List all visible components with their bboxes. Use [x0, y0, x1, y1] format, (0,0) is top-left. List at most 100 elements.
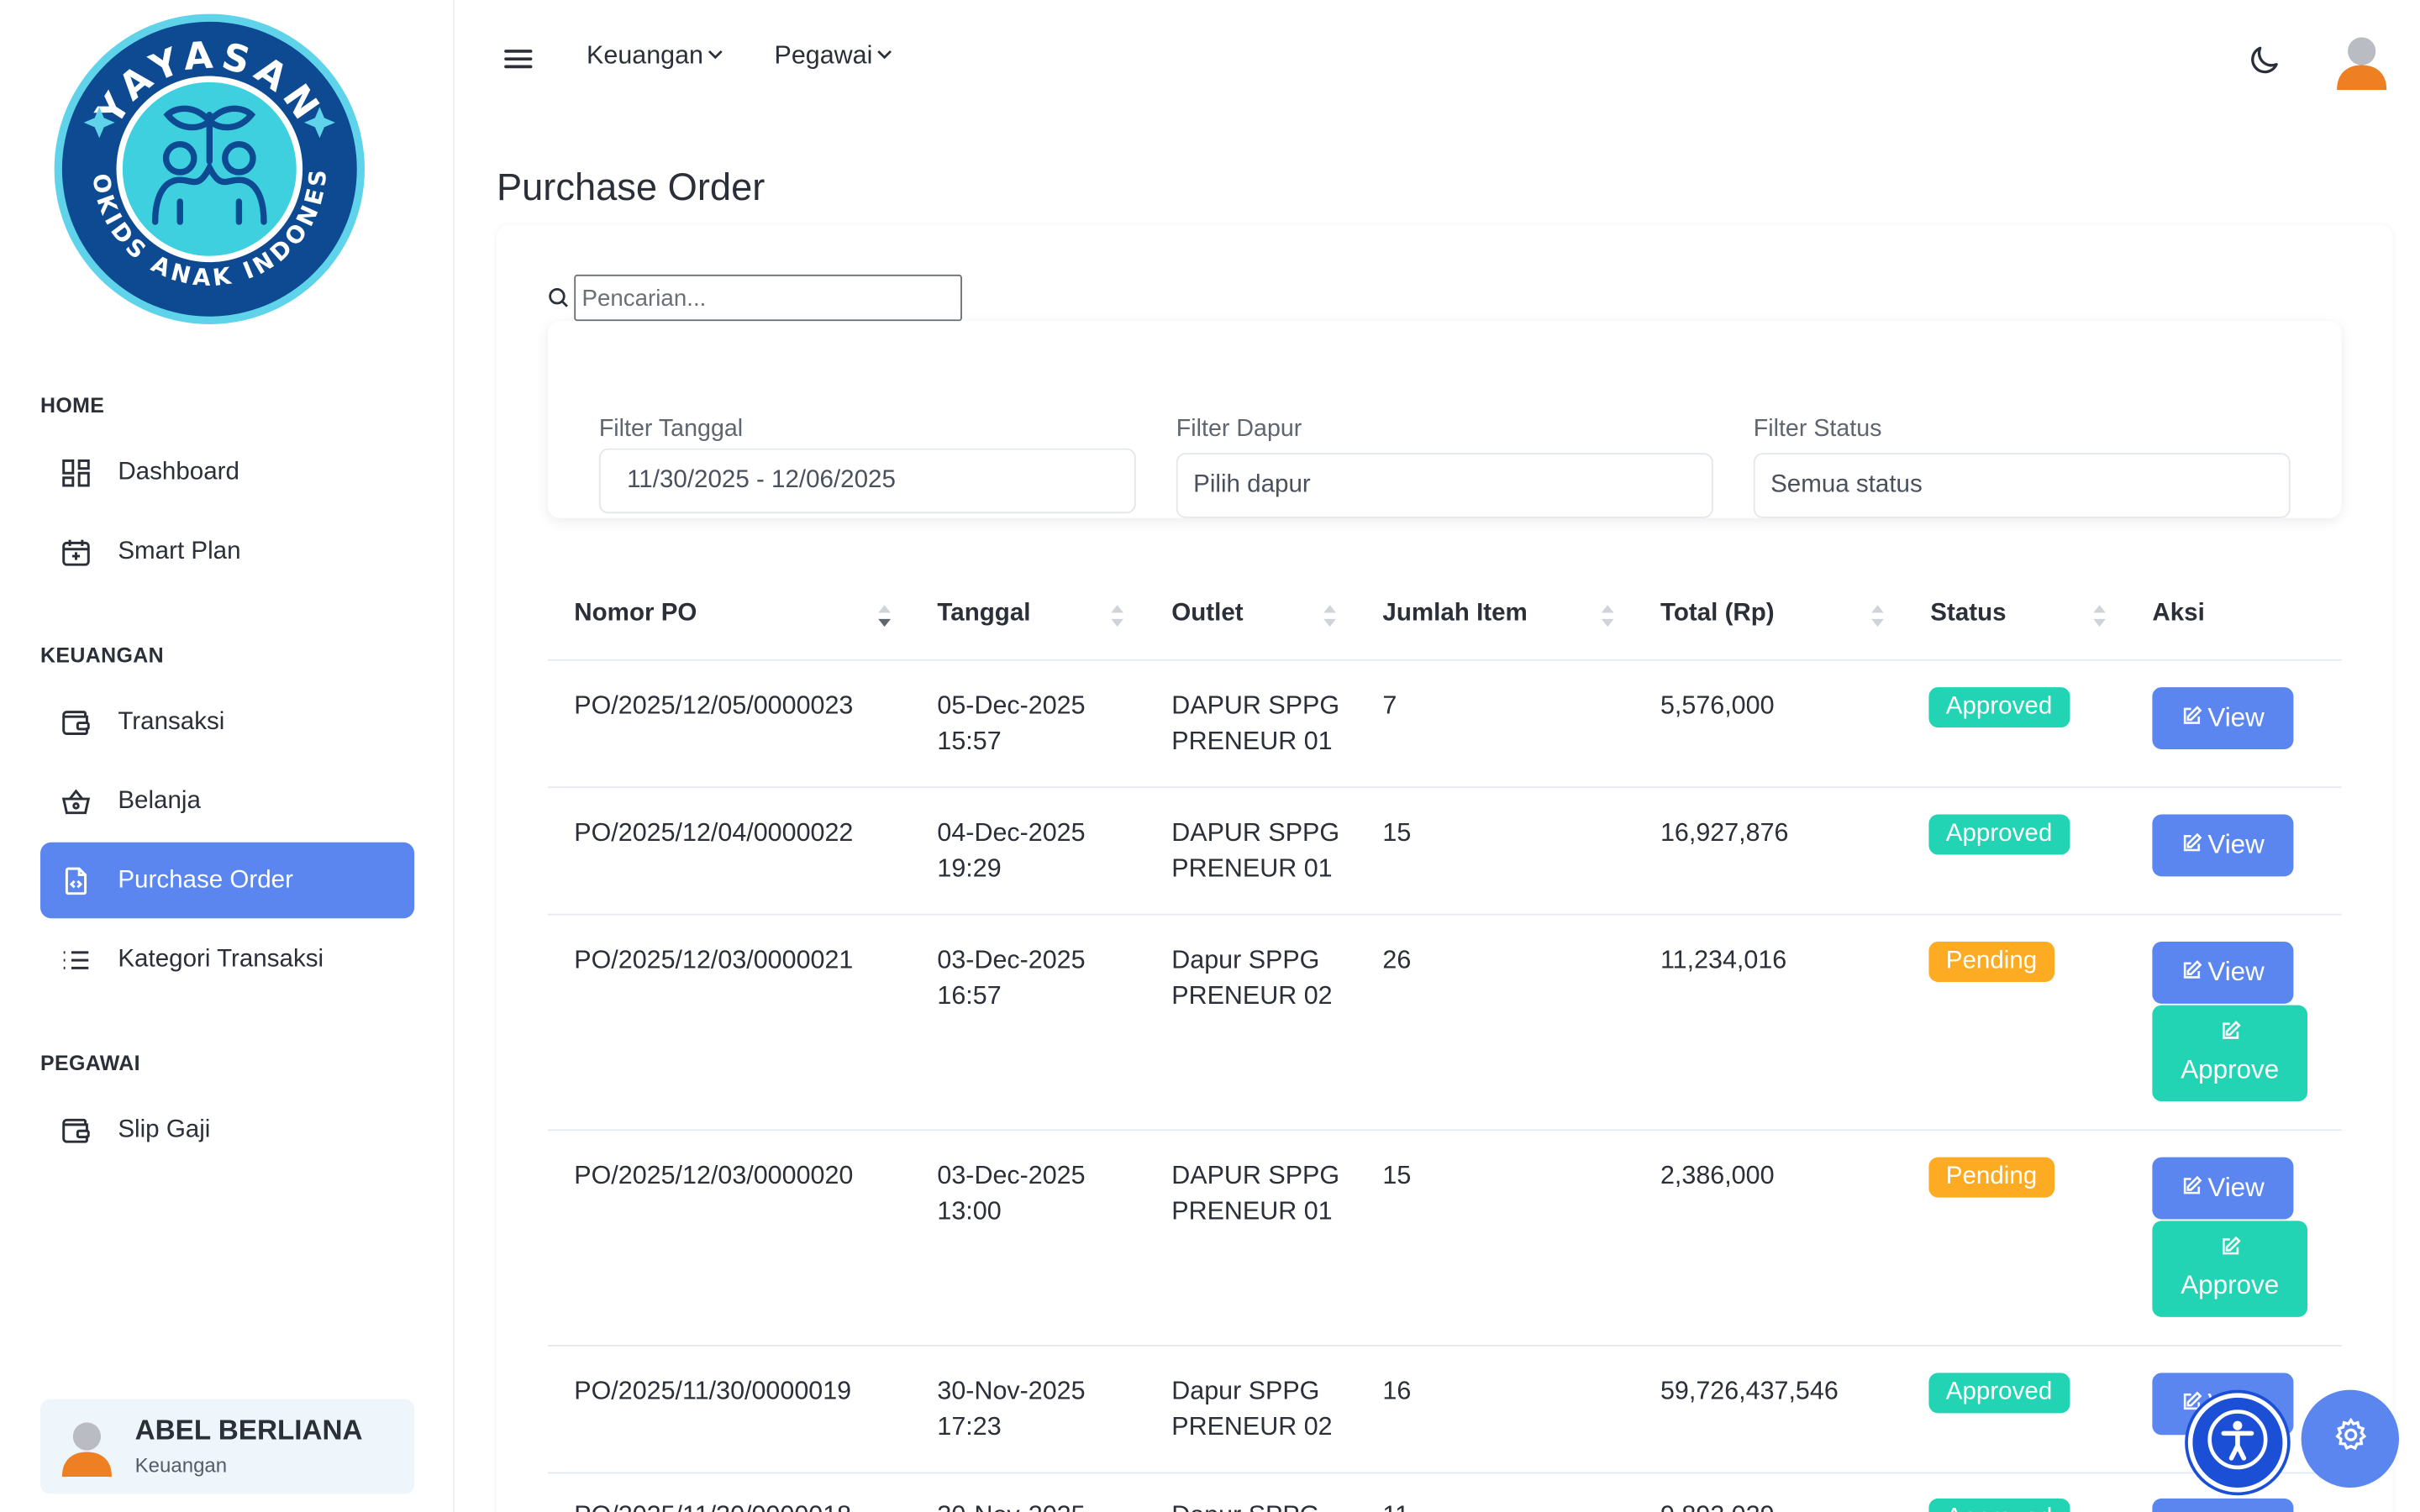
cell-total: 5,576,000	[1660, 691, 1775, 720]
sort-desc-icon[interactable]	[876, 602, 892, 638]
cell-jumlah-item: 7	[1382, 691, 1397, 720]
cell-nomor-po: PO/2025/12/04/0000022	[574, 819, 854, 848]
filter-tanggal-input[interactable]: 11/30/2025 - 12/06/2025	[598, 448, 1136, 514]
divider	[547, 1129, 2342, 1131]
search-input[interactable]	[574, 274, 962, 322]
cell-jumlah-item: 15	[1382, 819, 1412, 848]
view-button[interactable]: View	[2152, 1157, 2294, 1220]
user-avatar-menu[interactable]	[2335, 34, 2388, 98]
page-title: Purchase Order	[496, 167, 765, 210]
sort-icon[interactable]	[1600, 602, 1615, 638]
edit-icon	[2181, 957, 2207, 988]
column-header-status[interactable]: Status	[1930, 600, 2007, 627]
sort-icon[interactable]	[1109, 602, 1124, 638]
view-button[interactable]: View	[2152, 687, 2294, 749]
edit-icon	[2181, 830, 2207, 861]
cell-jumlah-item: 11	[1382, 1499, 1409, 1512]
nav-section-keuangan: KEUANGAN	[40, 643, 165, 668]
cell-outlet-line1: Dapur SPPG	[1171, 1377, 1320, 1406]
wallet-icon	[59, 1113, 93, 1147]
cell-time: 16:57	[937, 981, 1002, 1011]
user-name: ABEL BERLIANA	[134, 1415, 363, 1446]
filter-dapur-select[interactable]: Pilih dapur	[1176, 453, 1713, 518]
sidebar-item-transaksi[interactable]: Transaksi	[40, 684, 414, 759]
sidebar-item-label: Slip Gaji	[118, 1116, 211, 1143]
yayasan-logo[interactable]: YAYASAN PROKIDS ANAK INDONESIA	[42, 0, 366, 326]
sidebar-item-purchase-order[interactable]: Purchase Order	[40, 842, 415, 919]
basket-icon	[59, 785, 93, 819]
sort-icon[interactable]	[1870, 602, 1885, 638]
cell-date: 03-Dec-2025	[937, 1162, 1086, 1190]
sidebar-item-slip-gaji[interactable]: Slip Gaji	[40, 1092, 414, 1168]
approve-button[interactable]: Approve	[2152, 1221, 2308, 1317]
filter-status-select[interactable]: Semua status	[1753, 453, 2291, 518]
cell-outlet-line1: Dapur SPPG	[1171, 1499, 1319, 1512]
accessibility-icon	[2207, 1408, 2269, 1478]
sidebar-item-dashboard[interactable]: Dashboard	[40, 434, 414, 510]
dashboard-grid-icon	[59, 455, 93, 490]
sidebar-item-smart-plan[interactable]: Smart Plan	[40, 513, 414, 589]
accessibility-button[interactable]	[2187, 1393, 2288, 1493]
user-profile-card[interactable]: ABEL BERLIANA Keuangan	[40, 1399, 415, 1494]
cell-time: 19:29	[937, 854, 1002, 883]
sidebar-item-kategori-transaksi[interactable]: Kategori Transaksi	[40, 921, 414, 997]
status-badge: Approved	[1928, 814, 2070, 855]
topmenu-keuangan[interactable]: Keuangan	[587, 42, 725, 71]
cell-total: 59,726,437,546	[1660, 1377, 1839, 1406]
edit-icon	[2220, 1021, 2240, 1055]
topmenu-label: Keuangan	[587, 41, 704, 71]
settings-button[interactable]	[2301, 1389, 2399, 1488]
cell-total: 2,386,000	[1660, 1162, 1775, 1190]
cell-total: 11,234,016	[1660, 946, 1787, 974]
filter-status-label: Filter Status	[1753, 415, 1882, 443]
cell-date: 05-Dec-2025	[937, 691, 1086, 720]
topmenu-pegawai[interactable]: Pegawai	[775, 42, 895, 71]
filter-dapur-label: Filter Dapur	[1176, 415, 1302, 443]
column-header-tanggal[interactable]: Tanggal	[937, 600, 1031, 627]
approve-button[interactable]: Approve	[2152, 1005, 2308, 1102]
document-code-icon	[59, 864, 93, 898]
sort-icon[interactable]	[2091, 602, 2107, 638]
sort-icon[interactable]	[1322, 602, 1337, 638]
cell-nomor-po: PO/2025/11/30/0000018	[574, 1499, 851, 1512]
nav-section-home: HOME	[40, 394, 105, 417]
filter-tanggal-label: Filter Tanggal	[598, 415, 744, 443]
chevron-down-icon	[872, 42, 894, 71]
cell-nomor-po: PO/2025/12/05/0000023	[574, 691, 854, 720]
view-button[interactable]: View	[2152, 1498, 2294, 1512]
sidebar-item-label: Purchase Order	[118, 866, 293, 893]
view-button[interactable]: View	[2152, 941, 2294, 1004]
cell-outlet-line1: DAPUR SPPG	[1171, 691, 1340, 720]
cell-outlet-line2: PRENEUR 01	[1171, 854, 1333, 883]
sidebar: YAYASAN PROKIDS ANAK INDONESIA HO	[0, 0, 455, 1512]
cell-jumlah-item: 26	[1382, 946, 1412, 974]
cell-time: 15:57	[937, 727, 1002, 756]
approve-button-label: Approve	[2181, 1270, 2280, 1300]
column-header-jumlah-item[interactable]: Jumlah Item	[1382, 600, 1528, 627]
view-button-label: View	[2207, 702, 2265, 732]
hamburger-icon	[502, 50, 534, 81]
cell-nomor-po: PO/2025/12/03/0000020	[574, 1162, 854, 1190]
cell-outlet-line1: Dapur SPPG	[1171, 946, 1320, 974]
nav-section-pegawai: PEGAWAI	[40, 1052, 140, 1075]
sidebar-item-label: Dashboard	[118, 458, 239, 486]
topmenu-label: Pegawai	[774, 41, 873, 71]
cell-total: 16,927,876	[1660, 819, 1789, 848]
avatar	[2335, 37, 2388, 96]
cell-nomor-po: PO/2025/11/30/0000019	[574, 1377, 852, 1406]
chevron-down-icon	[703, 42, 725, 71]
sidebar-item-label: Kategori Transaksi	[118, 945, 324, 972]
column-header-nomor-po[interactable]: Nomor PO	[574, 600, 697, 627]
column-header-aksi: Aksi	[2152, 600, 2205, 627]
cell-time: 17:23	[937, 1413, 1002, 1441]
view-button-label: View	[2207, 1173, 2265, 1203]
edit-icon	[2220, 1236, 2240, 1271]
cell-date: 30-Nov-2025	[937, 1377, 1086, 1406]
column-header-total[interactable]: Total (Rp)	[1660, 600, 1775, 627]
menu-toggle-button[interactable]	[502, 44, 534, 82]
dark-mode-toggle[interactable]	[2245, 42, 2282, 87]
cell-outlet-line2: PRENEUR 02	[1171, 1413, 1333, 1441]
view-button[interactable]: View	[2152, 814, 2294, 877]
column-header-outlet[interactable]: Outlet	[1171, 600, 1244, 627]
sidebar-item-belanja[interactable]: Belanja	[40, 764, 414, 839]
